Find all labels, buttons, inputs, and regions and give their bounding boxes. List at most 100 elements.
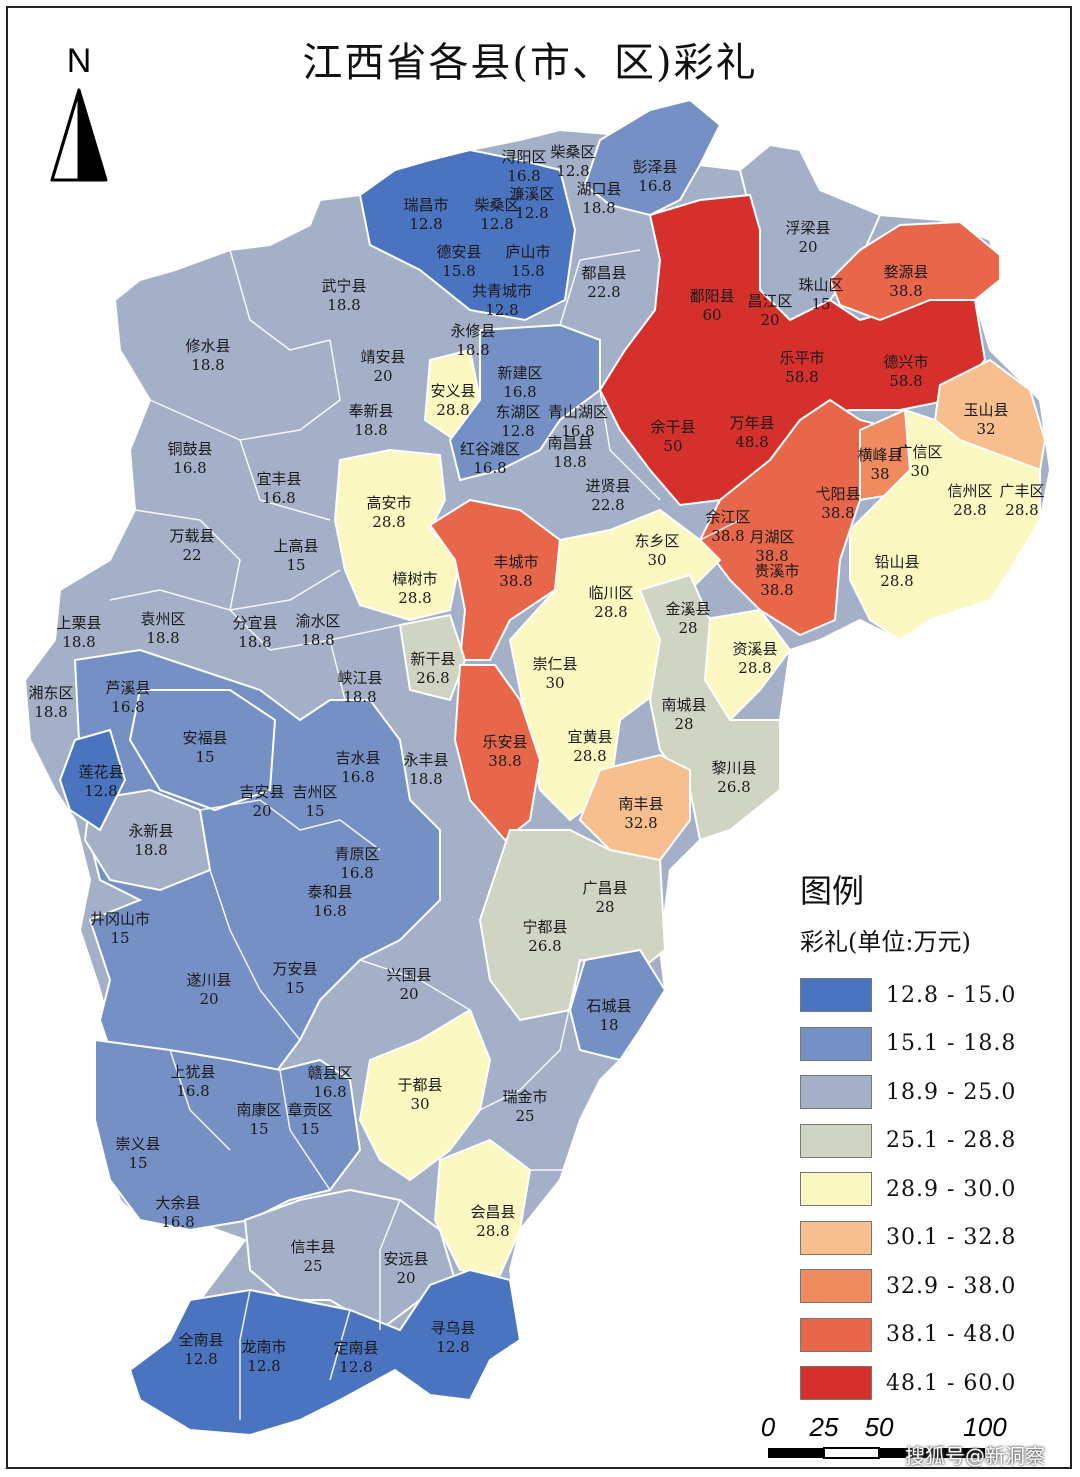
region-name: 吉州区 [292, 783, 338, 801]
legend-range: 38.1 - 48.0 [886, 1322, 1017, 1348]
legend-row: 25.1 - 28.8 [800, 1117, 1050, 1166]
region-name: 峡江县 [337, 669, 383, 687]
region-value: 16.8 [638, 177, 672, 195]
region-label: 上犹县 16.8 [170, 1063, 215, 1101]
region-name: 寻乌县 [430, 1319, 476, 1337]
region-label: 横峰县 38 [857, 446, 902, 484]
region-name: 莲花县 [78, 763, 124, 781]
region-label: 泰和县 16.8 [307, 883, 352, 921]
region-name: 上高县 [273, 537, 319, 555]
region-name: 丰城市 [493, 553, 539, 571]
legend-swatch [800, 978, 872, 1013]
region-label: 珠山区 15 [798, 276, 843, 314]
region-jiujiang-cluster [358, 148, 577, 322]
region-value: 12.8 [485, 301, 519, 319]
region-label: 共青城市 12.8 [472, 282, 532, 320]
region-value: 26.8 [717, 778, 751, 796]
region-name: 宁都县 [522, 918, 568, 936]
region-name: 婺源县 [883, 263, 929, 281]
region-value: 15 [249, 1120, 269, 1138]
region-label: 宜黄县 28.8 [567, 728, 612, 766]
scale-bar: 0 25 50 100 [760, 1412, 1020, 1467]
scale-tick-label: 50 [864, 1412, 894, 1442]
region-label: 永丰县 18.8 [403, 751, 448, 789]
region-label: 乐安县 38.8 [482, 733, 527, 771]
region-name: 湘东区 [28, 684, 74, 702]
region-label: 定南县 12.8 [333, 1339, 378, 1377]
region-value: 38.8 [889, 282, 923, 300]
region-label: 资溪县 28.8 [732, 640, 777, 678]
region-name: 金溪县 [665, 600, 711, 618]
region-label: 樟树市 28.8 [392, 570, 437, 608]
region-value: 16.8 [111, 698, 145, 716]
region-value: 28.8 [953, 501, 987, 519]
legend-swatch [800, 1269, 872, 1304]
region-name: 铜鼓县 [167, 440, 213, 458]
region-name: 浔阳区 [501, 148, 547, 166]
scale-bar-graphic [768, 1447, 985, 1459]
region-value: 30 [410, 1095, 430, 1113]
region-label: 金溪县 28 [665, 600, 710, 638]
region-value: 58.8 [785, 368, 819, 386]
region-value: 58.8 [889, 372, 923, 390]
region-value: 18.8 [582, 199, 616, 217]
region-name: 资溪县 [732, 640, 778, 658]
region-value: 18.8 [301, 631, 335, 649]
region-label: 安福县 15 [182, 729, 227, 767]
region-name: 月湖区 [749, 528, 795, 546]
region-value: 30 [647, 551, 667, 569]
region-label: 大余县 16.8 [155, 1194, 200, 1232]
region-value: 18.8 [456, 341, 490, 359]
region-value: 28.8 [573, 747, 607, 765]
legend-row: 48.1 - 60.0 [800, 1359, 1050, 1408]
region-label: 都昌县 22.8 [581, 264, 626, 302]
region-value: 12.8 [409, 215, 443, 233]
region-name: 都昌县 [581, 264, 627, 282]
region-nancheng-lichuan [638, 573, 781, 842]
region-label: 奉新县 18.8 [348, 402, 393, 440]
region-label: 余江区 38.8 [705, 508, 750, 546]
legend-row: 12.8 - 15.0 [800, 971, 1050, 1020]
region-name: 安远县 [383, 1250, 429, 1268]
region-label: 靖安县 20 [360, 348, 405, 386]
scale-tick-label: 0 [760, 1412, 776, 1442]
region-label: 浔阳区 16.8 [501, 148, 546, 186]
region-name: 新建区 [497, 364, 543, 382]
region-value: 12.8 [436, 1338, 470, 1356]
region-name: 青原区 [334, 845, 380, 863]
region-name: 大余县 [155, 1194, 201, 1212]
region-name: 樟树市 [392, 570, 438, 588]
region-label: 铜鼓县 16.8 [167, 440, 212, 478]
region-label: 吉州区 15 [292, 783, 337, 821]
region-name: 龙南市 [241, 1338, 287, 1356]
region-nanchang [448, 323, 601, 482]
region-label: 万年县 48.8 [729, 414, 774, 452]
region-value: 18.8 [553, 453, 587, 471]
region-label: 南康区 15 [236, 1101, 281, 1139]
region-name: 井冈山市 [89, 910, 151, 928]
region-name: 信丰县 [290, 1238, 336, 1256]
region-label: 广昌县 28 [582, 879, 627, 917]
region-label: 东乡区 30 [634, 532, 679, 570]
region-name: 定南县 [333, 1339, 379, 1357]
region-name: 永新县 [128, 822, 174, 840]
region-value: 18 [599, 1016, 619, 1034]
legend-range: 15.1 - 18.8 [886, 1031, 1017, 1057]
region-value: 16.8 [473, 459, 507, 477]
region-name: 永修县 [450, 322, 496, 340]
legend-subtitle: 彩礼(单位:万元) [800, 928, 971, 956]
legend-range: 12.8 - 15.0 [886, 982, 1017, 1008]
region-name: 会昌县 [470, 1203, 516, 1221]
region-name: 靖安县 [360, 348, 406, 366]
region-label: 瑞昌市 12.8 [403, 196, 448, 234]
region-name: 遂川县 [186, 971, 232, 989]
region-label: 龙南市 12.8 [241, 1338, 286, 1376]
region-value: 20 [798, 238, 818, 256]
region-label: 寻乌县 12.8 [430, 1319, 475, 1357]
region-name: 横峰县 [857, 446, 903, 464]
region-label: 婺源县 38.8 [883, 263, 928, 301]
region-label: 进贤县 22.8 [585, 477, 630, 515]
region-name: 东湖区 [495, 403, 541, 421]
region-label: 永新县 18.8 [128, 822, 173, 860]
